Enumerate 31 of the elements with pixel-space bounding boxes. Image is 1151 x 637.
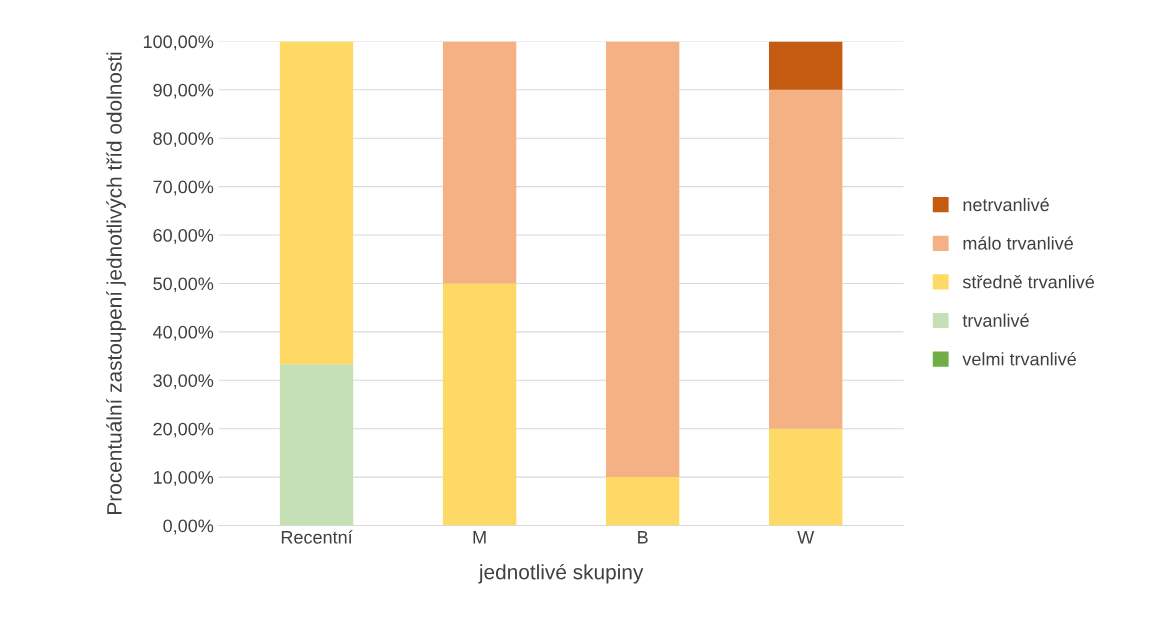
y-tick-label: 100,00%	[143, 35, 214, 51]
x-tick-label: W	[797, 531, 815, 544]
y-tick-label: 10,00%	[153, 471, 214, 486]
y-tick-label: 50,00%	[153, 277, 214, 293]
y-axis-title: Procentuální zastoupení jednotlivých tříd odolnosti	[106, 52, 126, 514]
y-tick-label: 80,00%	[153, 132, 214, 148]
bar	[442, 41, 517, 284]
bar	[279, 41, 354, 365]
bar	[605, 41, 680, 478]
y-tick-label: 40,00%	[153, 325, 214, 341]
y-tick-label: 0,00%	[163, 519, 214, 535]
bar	[769, 89, 843, 429]
y-tick-label: 90,00%	[153, 83, 214, 99]
legend-label: málo trvanlivé	[963, 236, 1073, 250]
legend-label: trvanlivé	[962, 313, 1029, 327]
bar	[605, 477, 680, 526]
bar	[769, 428, 843, 526]
x-axis-title: jednotlivé skupiny	[478, 563, 644, 584]
y-tick-label: 20,00%	[153, 422, 214, 438]
legend-label: velmi trvanlivé	[962, 352, 1076, 366]
y-tick-label: 60,00%	[153, 228, 214, 244]
x-tick-label: M	[473, 531, 486, 544]
legend-label: netrvanlivé	[963, 197, 1049, 212]
x-tick-label: B	[638, 531, 648, 544]
legend-label: středně trvanlivé	[962, 274, 1095, 289]
y-tick-label: 30,00%	[153, 374, 214, 390]
bar	[442, 283, 517, 526]
y-tick-label: 70,00%	[153, 180, 214, 196]
bar	[279, 364, 354, 526]
bar	[769, 41, 843, 90]
x-tick-label: Recentní	[281, 530, 353, 544]
